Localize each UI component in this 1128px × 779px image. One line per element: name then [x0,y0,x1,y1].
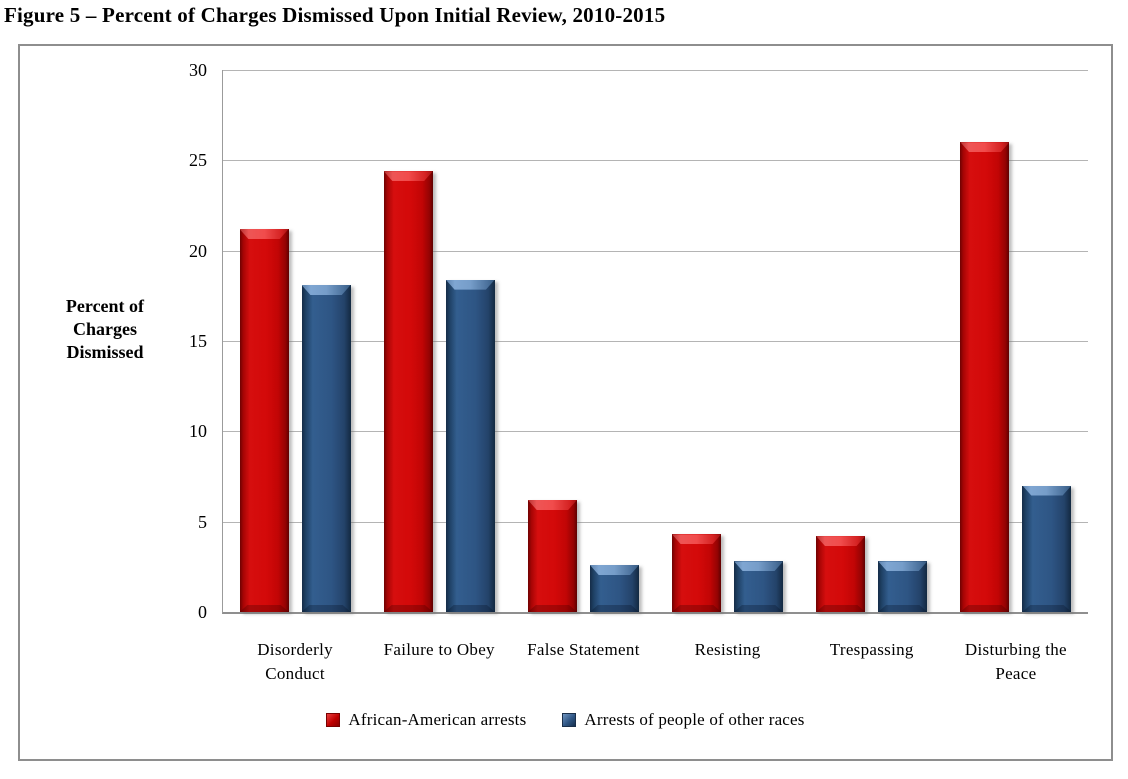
bar-african-american-resisting [672,534,722,612]
gridline-15 [223,341,1088,342]
bar-african-american-disturbing-the-peace [960,142,1010,612]
bar-group-disorderly-conduct [223,70,367,612]
x-axis-labels: Disorderly Conduct Failure to Obey False S… [223,638,1088,698]
x-axis-label-trespassing: Trespassing [829,640,914,659]
chart-container: Percent of Charges Dismissed 30 25 20 15 10 5… [18,44,1113,761]
x-axis-label-false-statement: False Statement [527,640,640,659]
legend-item-0: African-American arrests [326,710,526,730]
gridline-20 [223,250,1088,252]
bar-arrests-failure-to-obey [445,279,495,612]
x-axis-label-disorderly-conduct: Disorderly Conduct [257,640,333,683]
legend-swatch-icon [562,713,577,727]
bar-group-disturbing-the-peace [944,70,1088,612]
bar-group-trespassing [800,70,944,612]
bar-arrests-trespassing [878,561,928,612]
gridline-5 [223,521,1088,523]
x-axis-label-failure-to-obey: Failure to Obey [383,640,495,659]
legend-label: Arrests of people of other races [584,710,805,729]
legend-label: African-American arrests [348,710,527,729]
bar-arrests-false-statement [589,565,639,612]
bar-arrests-resisting [734,561,784,612]
bar-arrests-disturbing-the-peace [1022,485,1072,612]
legend: African-American arrests Arrests of peopl… [20,710,1111,730]
x-axis-label-resisting: Resisting [694,640,761,659]
legend-swatch-icon [326,713,341,727]
gridline-10 [223,431,1088,433]
bar-group-failure-to-obey [367,70,511,612]
figure-title: Figure 5 – Percent of Charges Dismissed … [4,3,666,27]
y-tick-label-5: 5 [198,511,207,532]
bar-african-american-trespassing [816,536,866,612]
y-tick-label-30: 30 [189,60,207,80]
bar-african-american-disorderly-conduct [239,229,289,612]
bar-african-american-failure-to-obey [383,171,433,612]
plot-area: 30 25 20 15 10 5 0 Disorderly Conduct Failure t… [189,61,1088,683]
bars-layer [223,70,1088,612]
legend-item-1: Arrests of people of other races [562,710,804,730]
y-tick-label-10: 10 [189,421,207,442]
x-axis-label-disturbing-the-peace: Disturbing the Peace [964,640,1067,683]
gridline-25 [223,160,1088,162]
bar-group-resisting [656,70,800,612]
gridline-30 [223,70,1088,71]
y-tick-label-25: 25 [189,150,207,171]
y-tick-label-15: 15 [189,331,207,351]
bar-arrests-disorderly-conduct [301,285,351,612]
y-tick-label-0: 0 [198,602,207,622]
bar-african-american-false-statement [527,500,577,612]
bar-group-false-statement [511,70,655,612]
y-axis-title: Percent of Charges Dismissed [65,296,145,363]
y-tick-label-20: 20 [189,240,207,261]
